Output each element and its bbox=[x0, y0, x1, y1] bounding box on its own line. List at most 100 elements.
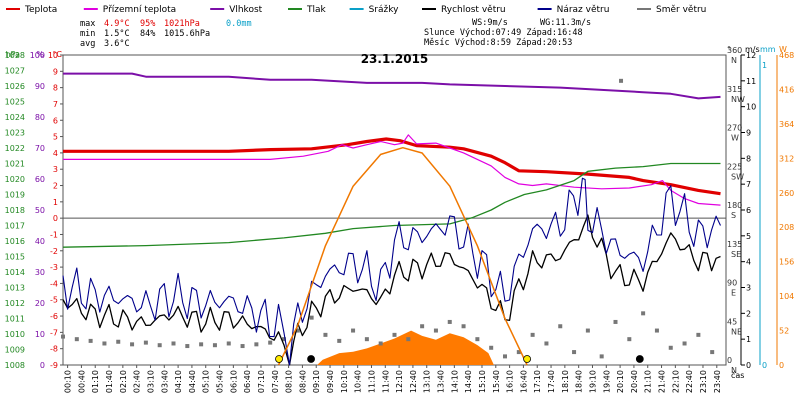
direction-point-34 bbox=[530, 332, 535, 337]
x-tick-10:40: 10:40 bbox=[354, 370, 363, 393]
wind-tick-6: 6 bbox=[746, 206, 751, 215]
direction-point-26 bbox=[420, 324, 425, 329]
x-tick-13:10: 13:10 bbox=[423, 370, 432, 393]
percent-tick-0: 0 bbox=[40, 361, 45, 370]
direction-point-38 bbox=[585, 328, 590, 333]
direction-point-47 bbox=[710, 350, 715, 355]
direction-point-21 bbox=[351, 328, 356, 333]
wind-tick-5: 5 bbox=[746, 232, 751, 241]
direction-point-45 bbox=[682, 341, 687, 346]
direction-point-19 bbox=[323, 332, 328, 337]
stats-rain-max: 0.0mm bbox=[226, 19, 252, 29]
x-tick-07:40: 07:40 bbox=[271, 370, 280, 393]
celsius-tick--3: -3 bbox=[50, 263, 58, 272]
wind-tick-11: 11 bbox=[746, 77, 756, 86]
direction-point-8 bbox=[171, 341, 176, 346]
direction-tick-deg-135: 135 bbox=[727, 240, 742, 249]
wind-tick-2: 2 bbox=[746, 309, 751, 318]
x-axis-unit: čas bbox=[731, 370, 744, 380]
x-tick-20:40: 20:40 bbox=[630, 370, 639, 393]
direction-point-4 bbox=[116, 339, 121, 344]
direction-tick-name-360: N bbox=[731, 56, 737, 65]
celsius-tick-7: 7 bbox=[53, 100, 58, 109]
marker-sunrise bbox=[275, 355, 283, 363]
direction-point-0 bbox=[61, 334, 65, 339]
direction-point-44 bbox=[668, 345, 673, 350]
percent-unit: % bbox=[36, 50, 44, 59]
direction-point-39 bbox=[599, 354, 604, 359]
direction-point-35 bbox=[544, 341, 549, 346]
x-tick-11:40: 11:40 bbox=[381, 370, 390, 393]
direction-point-5 bbox=[130, 342, 135, 347]
x-tick-23:40: 23:40 bbox=[713, 370, 722, 393]
direction-point-20 bbox=[337, 338, 342, 343]
stats-moon-times: Měsíc Východ:8:59 Západ:20:53 bbox=[424, 38, 572, 48]
percent-tick-10: 10 bbox=[35, 330, 45, 339]
x-tick-14:10: 14:10 bbox=[450, 370, 459, 393]
direction-point-2 bbox=[88, 338, 93, 343]
x-tick-04:10: 04:10 bbox=[174, 370, 183, 393]
hpa-tick-1020: 1020 bbox=[5, 175, 25, 184]
celsius-tick-9: 9 bbox=[53, 67, 58, 76]
x-tick-22:10: 22:10 bbox=[671, 370, 680, 393]
direction-point-37 bbox=[572, 350, 577, 355]
direction-tick-deg-0: 0 bbox=[727, 356, 732, 365]
x-tick-01:40: 01:40 bbox=[105, 370, 114, 393]
direction-point-41 bbox=[627, 337, 632, 342]
x-tick-05:40: 05:40 bbox=[216, 370, 225, 393]
wind-tick-10: 10 bbox=[746, 103, 756, 112]
percent-tick-80: 80 bbox=[35, 113, 45, 122]
x-tick-15:10: 15:10 bbox=[478, 370, 487, 393]
hpa-tick-1010: 1010 bbox=[5, 330, 25, 339]
hpa-tick-1009: 1009 bbox=[5, 346, 25, 355]
marker-sunset bbox=[523, 355, 531, 363]
celsius-tick-4: 4 bbox=[53, 149, 58, 158]
stats-temp-min: 1.5°C bbox=[104, 29, 130, 39]
stats-wind-gust: WG:11.3m/s bbox=[540, 18, 591, 28]
direction-point-15 bbox=[268, 340, 273, 345]
direction-point-18 bbox=[309, 315, 314, 320]
hpa-tick-1012: 1012 bbox=[5, 299, 25, 308]
direction-tick-name-135: SE bbox=[731, 250, 741, 259]
x-tick-08:10: 08:10 bbox=[285, 370, 294, 393]
direction-tick-deg-45: 45 bbox=[727, 317, 737, 326]
direction-point-22 bbox=[364, 337, 369, 342]
hpa-tick-1008: 1008 bbox=[5, 361, 25, 370]
direction-point-17 bbox=[295, 328, 300, 333]
stats-sun-times: Slunce Východ:07:49 Západ:16:48 bbox=[424, 28, 583, 38]
wind-tick-0: 0 bbox=[746, 361, 751, 370]
x-tick-03:10: 03:10 bbox=[146, 370, 155, 393]
marker-moonrise bbox=[307, 355, 315, 363]
direction-point-32 bbox=[503, 354, 507, 359]
legend-label-6: Náraz větru bbox=[557, 5, 610, 15]
direction-tick-deg-90: 90 bbox=[727, 279, 737, 288]
solar-tick-312: 312 bbox=[779, 154, 794, 163]
legend-label-4: Srážky bbox=[369, 5, 400, 15]
solar-unit: W bbox=[779, 45, 787, 54]
stats-temp-max: 4.9°C bbox=[104, 19, 130, 29]
stats-wind-speed: WS:9m/s bbox=[472, 18, 508, 28]
direction-tick-name-225: SW bbox=[731, 172, 744, 181]
stats-label-min: min bbox=[80, 29, 95, 39]
x-tick-04:40: 04:40 bbox=[188, 370, 197, 393]
solar-radiation-area bbox=[317, 330, 494, 365]
x-tick-08:40: 08:40 bbox=[298, 370, 307, 393]
x-tick-00:10: 00:10 bbox=[64, 370, 73, 393]
x-tick-01:10: 01:10 bbox=[91, 370, 100, 393]
solar-tick-52: 52 bbox=[779, 327, 789, 336]
celsius-tick--6: -6 bbox=[50, 312, 58, 321]
x-tick-19:40: 19:40 bbox=[602, 370, 611, 393]
hpa-tick-1016: 1016 bbox=[5, 237, 25, 246]
series-line-6 bbox=[277, 146, 528, 366]
x-tick-12:40: 12:40 bbox=[409, 370, 418, 393]
celsius-tick--5: -5 bbox=[50, 296, 58, 305]
hpa-tick-1024: 1024 bbox=[5, 113, 25, 122]
direction-tick-deg-180: 180 bbox=[727, 201, 742, 210]
direction-point-30 bbox=[475, 337, 480, 342]
hpa-tick-1027: 1027 bbox=[5, 67, 25, 76]
rain-tick-1: 1 bbox=[762, 61, 767, 70]
celsius-tick-5: 5 bbox=[53, 133, 58, 142]
x-tick-21:40: 21:40 bbox=[658, 370, 667, 393]
direction-point-24 bbox=[392, 332, 397, 337]
